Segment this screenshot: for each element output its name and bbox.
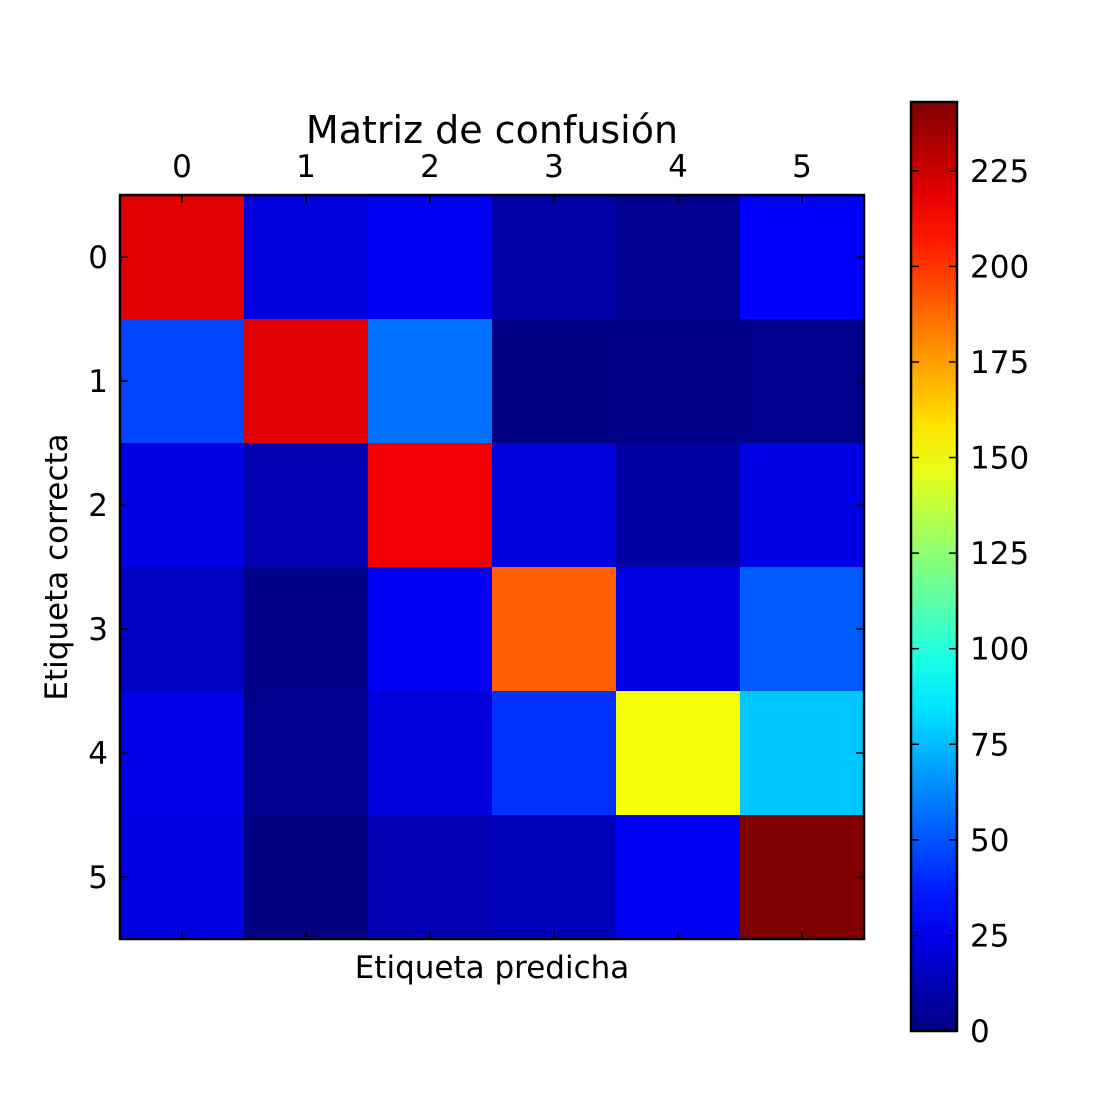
heatmap-cell-r2-c1: [244, 443, 369, 568]
heatmap-cell-r2-c0: [120, 443, 245, 568]
heatmap-cell-r2-c4: [616, 443, 741, 568]
heatmap-cell-r1-c5: [740, 319, 865, 444]
heatmap-cell-r0-c2: [368, 195, 493, 320]
heatmap-cell-r1-c2: [368, 319, 493, 444]
colorbar-ticks: 0 25 50 75 100 125 150 175 200 225: [911, 154, 1029, 1050]
heatmap-cell-r4-c1: [244, 691, 369, 816]
heatmap-cell-r1-c0: [120, 319, 245, 444]
heatmap-cell-r4-c2: [368, 691, 493, 816]
heatmap-cell-r4-c0: [120, 691, 245, 816]
heatmap-cell-r1-c4: [616, 319, 741, 444]
y-tick-label: 4: [88, 736, 108, 772]
heatmap-cell-r3-c4: [616, 567, 741, 692]
colorbar-tick-label: 225: [970, 154, 1029, 190]
colorbar-tick-label: 125: [970, 536, 1029, 572]
x-tick-label: 1: [296, 149, 316, 185]
heatmap-cells: [120, 195, 865, 940]
heatmap-cell-r2-c2: [368, 443, 493, 568]
colorbar-tick-label: 75: [970, 727, 1009, 763]
y-axis-label: Etiqueta correcta: [39, 433, 75, 700]
chart-title: Matriz de confusión: [306, 108, 678, 152]
heatmap-cell-r5-c0: [120, 815, 245, 940]
x-tick-label: 2: [420, 149, 440, 185]
x-axis-label: Etiqueta predicha: [355, 950, 630, 986]
heatmap-cell-r1-c3: [492, 319, 617, 444]
colorbar-tick-label: 50: [970, 823, 1009, 859]
heatmap-cell-r0-c5: [740, 195, 865, 320]
x-tick-label: 3: [544, 149, 564, 185]
colorbar-tick-label: 100: [970, 632, 1029, 668]
x-tick-label: 5: [792, 149, 812, 185]
heatmap-cell-r4-c4: [616, 691, 741, 816]
heatmap-cell-r3-c0: [120, 567, 245, 692]
colorbar: [909, 100, 959, 1033]
colorbar-tick-label: 175: [970, 345, 1029, 381]
heatmap-cell-r2-c5: [740, 443, 865, 568]
y-tick-label: 0: [88, 240, 108, 276]
heatmap-cell-r0-c4: [616, 195, 741, 320]
x-tick-label: 0: [172, 149, 192, 185]
axis-ticks: 0 1 2 3 4 5 0 1 2 3 4 5: [88, 149, 864, 939]
heatmap-cell-r5-c5: [740, 815, 865, 940]
y-tick-label: 5: [88, 860, 108, 896]
colorbar-tick-label: 150: [970, 441, 1029, 477]
colorbar-tick-label: 200: [970, 249, 1029, 285]
heatmap-cell-r0-c1: [244, 195, 369, 320]
heatmap-cell-r5-c4: [616, 815, 741, 940]
heatmap-cell-r3-c3: [492, 567, 617, 692]
heatmap-cell-r0-c3: [492, 195, 617, 320]
heatmap-cell-r5-c2: [368, 815, 493, 940]
plot-frame: [118, 193, 866, 941]
heatmap-cell-r3-c1: [244, 567, 369, 692]
heatmap-cell-r1-c1: [244, 319, 369, 444]
heatmap-cell-r4-c5: [740, 691, 865, 816]
heatmap-cell-r3-c2: [368, 567, 493, 692]
y-tick-label: 3: [88, 612, 108, 648]
heatmap-cell-r3-c5: [740, 567, 865, 692]
heatmap-cell-r4-c3: [492, 691, 617, 816]
x-tick-label: 4: [668, 149, 688, 185]
colorbar-tick-label: 0: [970, 1014, 990, 1050]
heatmap-cell-r5-c3: [492, 815, 617, 940]
heatmap-cell-r2-c3: [492, 443, 617, 568]
colorbar-tick-label: 25: [970, 918, 1009, 954]
heatmap-cell-r5-c1: [244, 815, 369, 940]
y-tick-label: 1: [88, 364, 108, 400]
heatmap-cell-r0-c0: [120, 195, 245, 320]
y-tick-label: 2: [88, 488, 108, 524]
